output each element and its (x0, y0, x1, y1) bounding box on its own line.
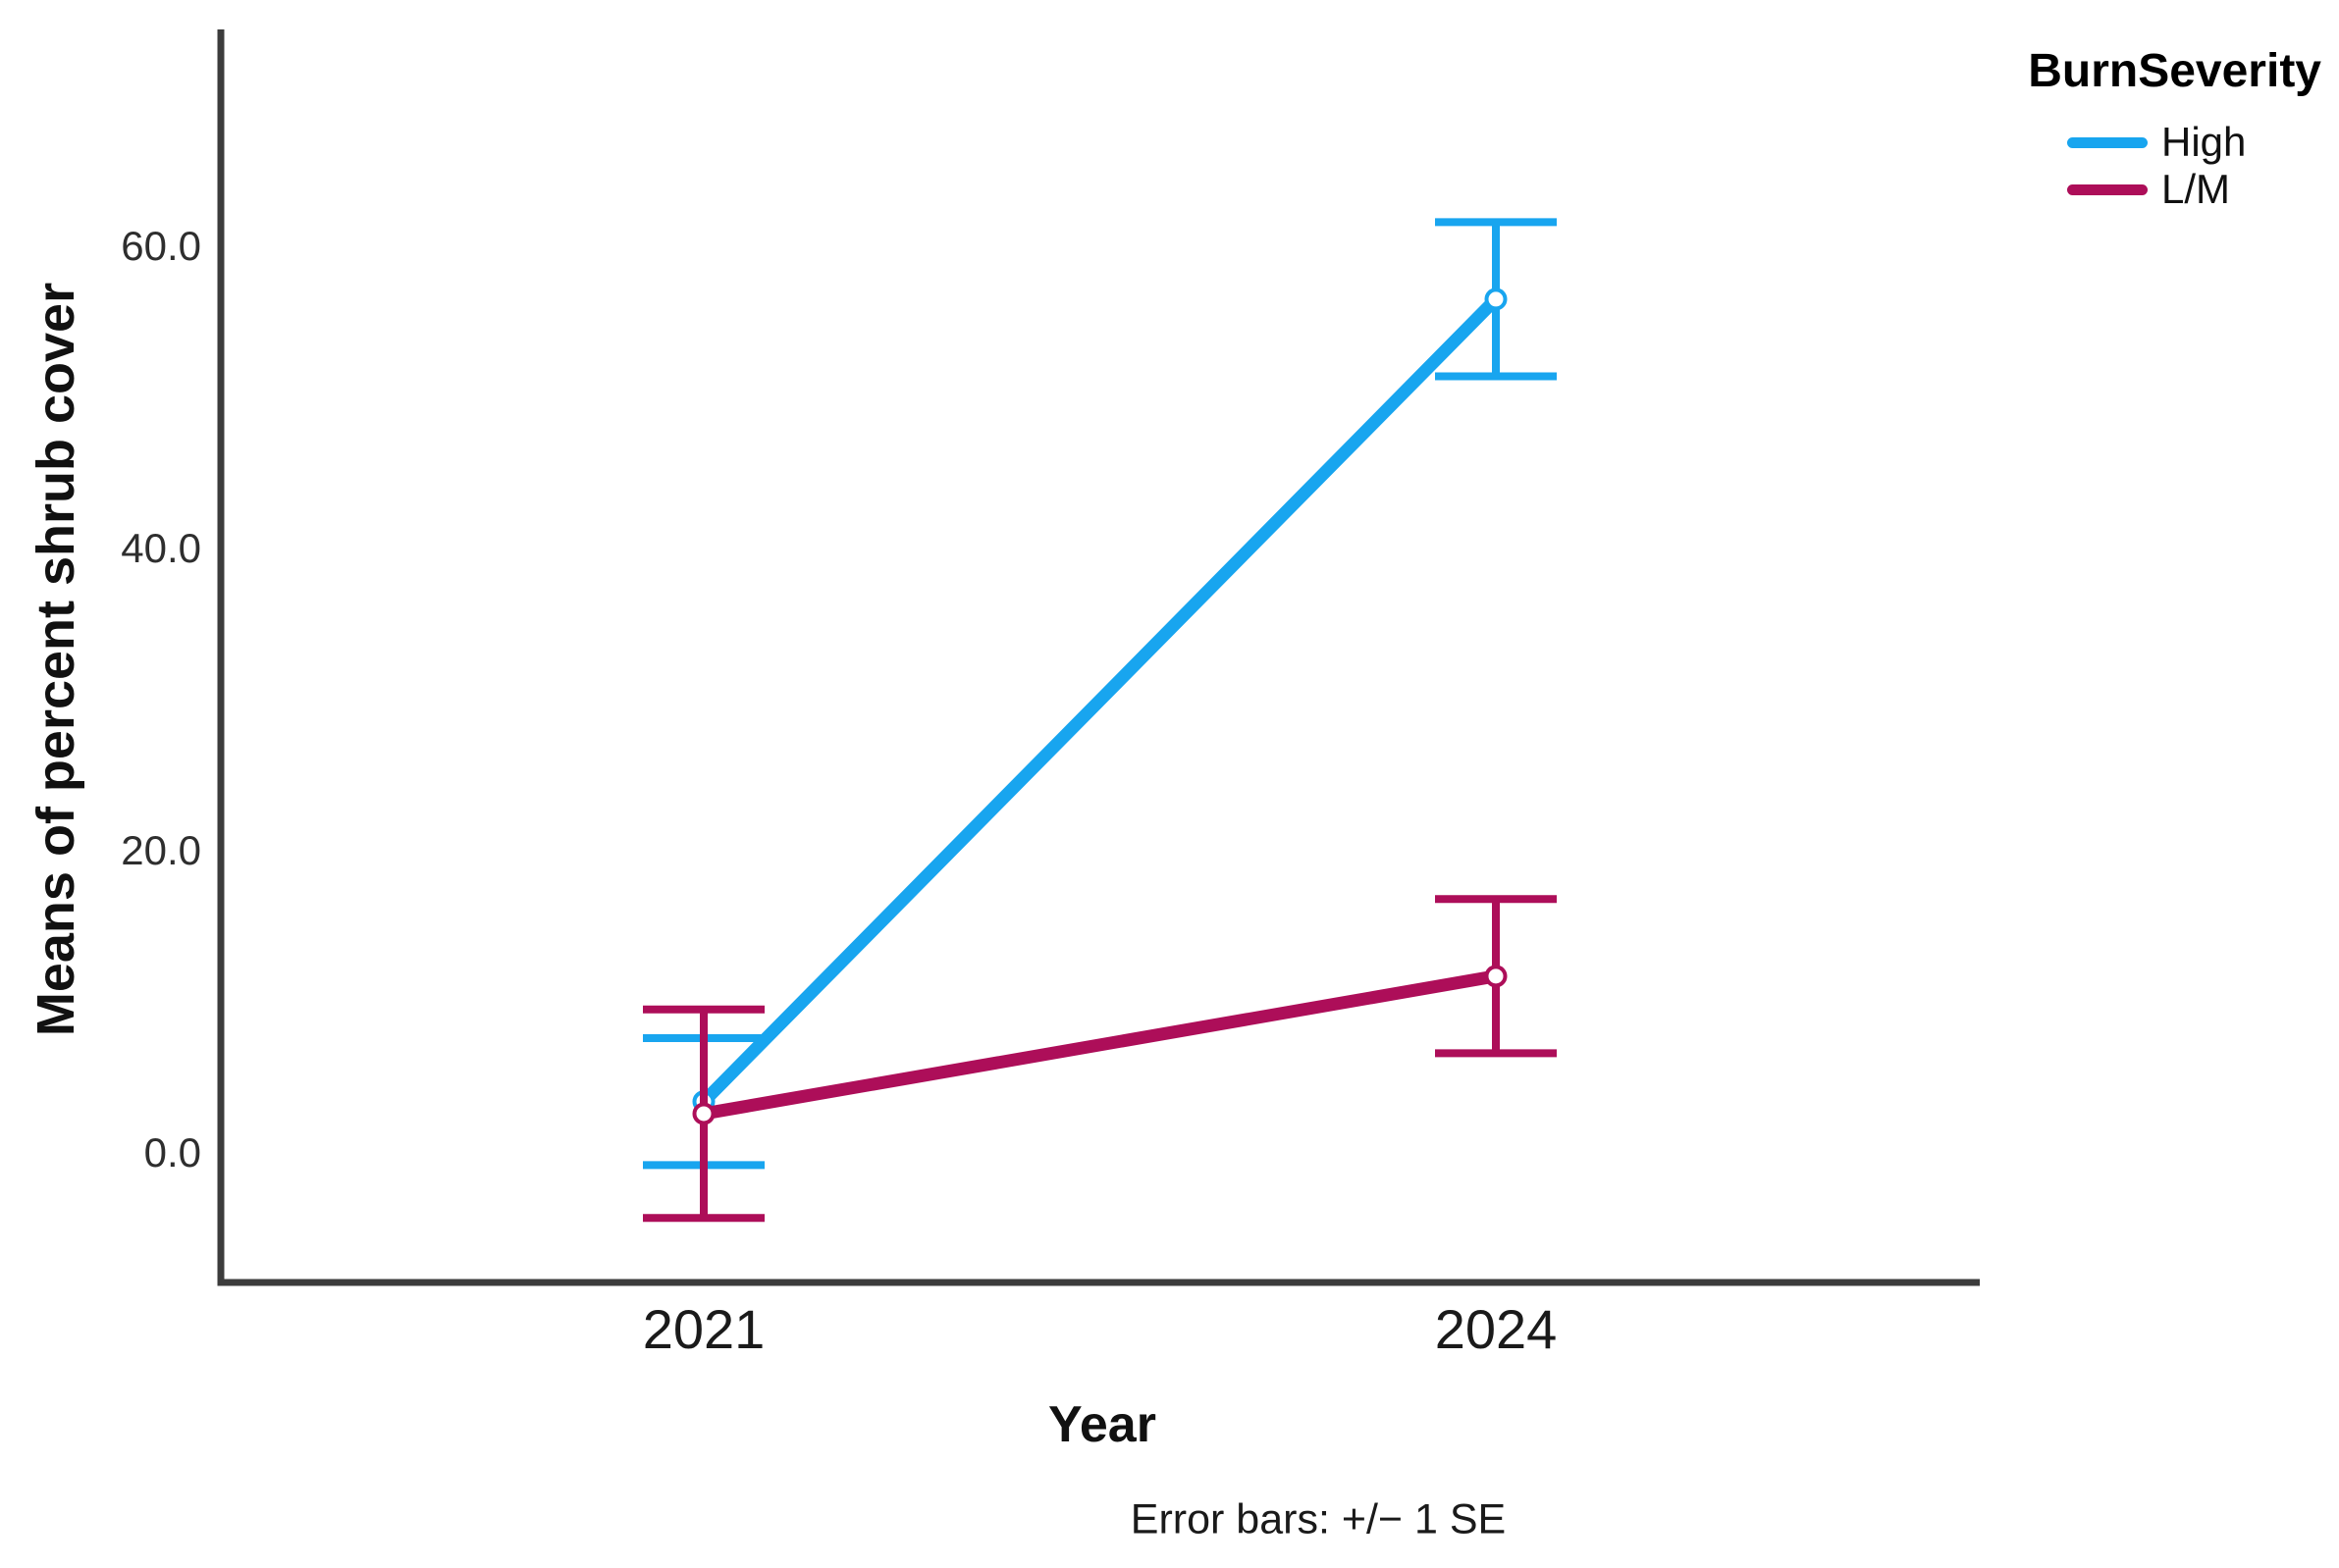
series-line-high (697, 292, 1503, 1109)
x-tick-label: 2024 (1434, 1298, 1558, 1360)
legend-title: BurnSeverity (2028, 45, 2321, 97)
y-tick-label: 0.0 (143, 1129, 201, 1176)
legend-swatch-icon (2067, 136, 2148, 148)
legend-swatch-icon (2067, 183, 2148, 195)
data-point-marker (692, 1102, 716, 1125)
y-tick-label: 20.0 (121, 827, 201, 873)
y-tick-label: 60.0 (121, 223, 201, 269)
y-tick-label: 40.0 (121, 525, 201, 571)
data-point-marker (1484, 287, 1508, 311)
legend-item-label: L/M (2161, 166, 2231, 212)
x-tick-label: 2021 (642, 1298, 766, 1360)
legend-item-label: High (2161, 119, 2247, 165)
x-axis-title: Year (1048, 1396, 1156, 1453)
legend-item: L/M (2067, 166, 2246, 213)
data-point-marker (1484, 965, 1508, 988)
legend-item: High (2067, 119, 2246, 166)
y-axis-title: Means of percent shrub cover (27, 282, 85, 1037)
error-bar-footnote: Error bars: +/− 1 SE (1130, 1495, 1507, 1543)
series-line-lm (697, 969, 1503, 1121)
legend-items: High L/M (2067, 119, 2246, 213)
